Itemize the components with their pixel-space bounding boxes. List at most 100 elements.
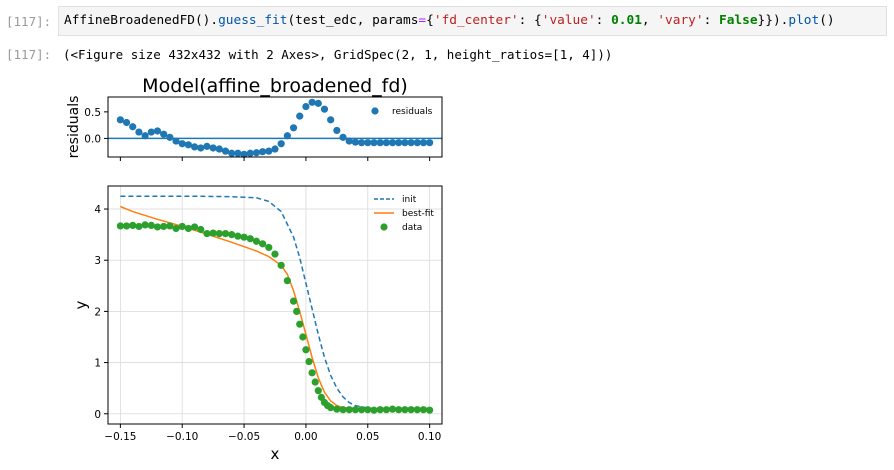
data-point xyxy=(277,261,285,269)
residual-point xyxy=(401,139,409,147)
data-point xyxy=(265,243,273,252)
residual-point xyxy=(388,139,397,147)
residual-point xyxy=(240,150,248,158)
fit-xtick-label: −0.15 xyxy=(104,431,136,443)
residual-point xyxy=(283,132,291,140)
data-point xyxy=(305,357,313,366)
data-point xyxy=(116,222,124,230)
residual-point xyxy=(259,148,267,156)
fit-ylabel: y xyxy=(72,300,90,309)
legend-data-label: data xyxy=(402,223,422,233)
residual-point xyxy=(419,139,428,147)
data-point xyxy=(327,404,335,412)
data-point xyxy=(215,230,223,238)
residual-point xyxy=(215,145,223,153)
residual-point xyxy=(364,139,372,147)
residual-point xyxy=(314,99,322,107)
data-point xyxy=(311,378,319,386)
fit-ytick-label: 0 xyxy=(94,409,101,421)
residual-point xyxy=(289,124,298,132)
residual-point xyxy=(246,149,254,157)
data-point xyxy=(283,277,291,285)
fit-xtick-label: −0.10 xyxy=(166,431,198,443)
data-point xyxy=(382,406,390,414)
residual-point xyxy=(135,128,143,136)
data-point xyxy=(302,346,310,354)
code-token: { xyxy=(426,13,434,28)
init-line xyxy=(120,195,430,410)
data-point xyxy=(234,232,242,240)
data-point xyxy=(413,406,421,414)
code-token: False xyxy=(719,13,758,28)
residual-point xyxy=(122,118,131,127)
residual-point xyxy=(197,144,205,152)
residual-point xyxy=(116,116,124,124)
fit-ytick-label: 4 xyxy=(94,204,101,216)
data-point xyxy=(357,406,366,414)
legend-best-fit-label: best-fit xyxy=(402,209,434,219)
output-prompt: [117]: xyxy=(6,47,52,62)
code-token: AffineBroadenedFD(). xyxy=(64,13,219,28)
data-point xyxy=(299,333,307,341)
data-point xyxy=(364,406,372,414)
residuals-ytick-label: 0.5 xyxy=(84,107,101,119)
legend-residuals-marker xyxy=(371,107,379,115)
residual-point xyxy=(382,139,390,147)
residual-point xyxy=(252,149,261,157)
fit-axes-frame xyxy=(107,185,443,425)
code-token: 'fd_center' xyxy=(433,13,519,28)
data-point xyxy=(252,237,261,245)
residual-point xyxy=(333,126,341,135)
code-token: (test_edc, params xyxy=(287,13,419,28)
data-point xyxy=(221,230,230,238)
residual-point xyxy=(407,139,415,147)
fit-ytick-label: 3 xyxy=(94,255,101,267)
residual-point xyxy=(178,140,186,148)
code-input-cell[interactable]: AffineBroadenedFD().guess_fit(test_edc, … xyxy=(58,6,887,36)
data-point xyxy=(333,405,341,413)
data-point xyxy=(407,406,415,414)
fit-axes-bg xyxy=(108,186,442,424)
data-point xyxy=(345,406,353,414)
residual-point xyxy=(320,105,329,113)
residual-point xyxy=(345,137,353,145)
data-point xyxy=(240,233,248,241)
data-point xyxy=(339,406,347,414)
fit-axes: −0.15 −0.10 −0.05 0.00 0.05 0.10 0 1 2 3 4 x y init be… xyxy=(72,185,443,463)
data-point xyxy=(376,406,384,414)
data-point xyxy=(141,221,149,229)
residual-point xyxy=(141,132,149,140)
residual-point xyxy=(302,102,310,111)
data-point xyxy=(426,406,434,414)
input-prompt: [117]: xyxy=(6,14,52,29)
fit-ytick-label: 2 xyxy=(94,306,101,318)
residual-point xyxy=(190,143,199,151)
data-point xyxy=(401,406,409,414)
residual-point xyxy=(184,141,193,149)
data-point xyxy=(351,406,360,414)
residual-point xyxy=(277,140,285,148)
data-point xyxy=(388,405,397,413)
data-point xyxy=(122,222,131,230)
data-point xyxy=(129,221,137,230)
code-token: 'vary' xyxy=(657,13,704,28)
code-token: : xyxy=(595,13,612,28)
residual-point xyxy=(370,139,378,147)
code-token: () xyxy=(819,13,835,28)
data-point xyxy=(147,221,155,230)
residual-point xyxy=(172,137,180,145)
data-point xyxy=(190,223,199,231)
legend-init-label: init xyxy=(402,195,417,205)
output-text: (<Figure size 432x432 with 2 Axes>, Grid… xyxy=(63,47,613,62)
chart-title: Model(affine_broadened_fd) xyxy=(142,75,408,97)
data-point xyxy=(419,406,428,414)
code-token: 'value' xyxy=(541,13,596,28)
residual-point xyxy=(234,149,242,157)
residual-point xyxy=(228,149,236,157)
fit-xlabel: x xyxy=(271,445,280,463)
code-token: = xyxy=(418,13,427,28)
data-point xyxy=(259,240,267,248)
fit-xtick-label: 0.10 xyxy=(418,431,441,443)
data-point xyxy=(153,223,162,231)
data-point xyxy=(289,297,298,305)
